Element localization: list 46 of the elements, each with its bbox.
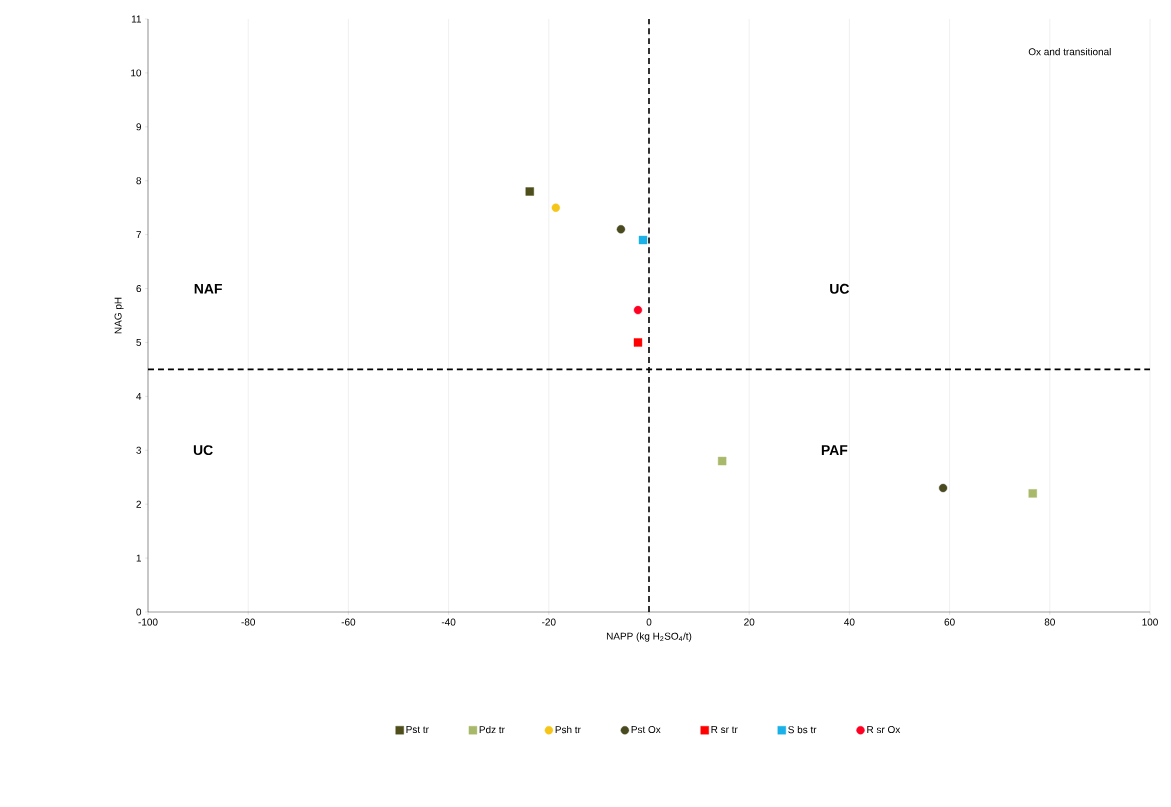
point (633, 305, 643, 315)
legend-label: R sr Ox (867, 726, 901, 734)
y-tick-label: 0 (136, 608, 142, 616)
y-tick-label: 11 (131, 15, 142, 23)
x-tick-label: -60 (341, 618, 356, 626)
x-tick-label: -80 (241, 618, 256, 626)
x-tick-label: 60 (944, 618, 955, 626)
point (1028, 489, 1037, 498)
x-tick-label: -20 (542, 618, 556, 626)
legend-label: S bs tr (788, 725, 817, 734)
x-tick-label: 40 (844, 618, 855, 626)
point (525, 187, 534, 196)
annotation: PAF (821, 445, 848, 455)
legend-label: Pst Ox (631, 726, 661, 734)
y-tick-label: 7 (136, 231, 141, 239)
annotation: UC (193, 445, 213, 456)
y-tick-label: 10 (131, 69, 142, 77)
x-tick-label: 80 (1044, 618, 1055, 626)
y-tick-label: 6 (136, 285, 142, 293)
point (633, 338, 643, 347)
x-tick-label: 0 (646, 618, 652, 626)
x-tick-label: 20 (744, 618, 755, 626)
y-tick-label: 2 (136, 500, 141, 508)
x-axis-title: NAPP (kg H$_{2}$SO$_{4}$/t) (606, 632, 692, 642)
legend-label: Pdz tr (479, 725, 505, 734)
legend-label: R sr tr (711, 726, 738, 734)
y-tick-label: 8 (136, 177, 142, 185)
point (638, 235, 648, 245)
y-tick-label: 3 (136, 446, 142, 454)
annotation: UC (830, 283, 850, 294)
point (717, 456, 727, 466)
point (938, 483, 948, 493)
y-tick-label: 4 (136, 392, 142, 400)
x-tick-label: -100 (138, 618, 158, 626)
x-tick-label: 100 (1142, 618, 1158, 626)
legend-label: Pst tr (406, 726, 429, 734)
x-tick-label: -40 (441, 618, 456, 626)
y-tick-label: 5 (136, 338, 142, 346)
annotation: NAF (194, 284, 222, 294)
y-tick-label: 9 (136, 123, 142, 131)
y-axis-title: NAG pH (114, 297, 124, 334)
point (551, 203, 560, 212)
point (616, 225, 626, 234)
y-tick-label: 1 (136, 554, 142, 562)
legend-label: Psh tr (555, 725, 581, 734)
annotation: Ox and transitional (1028, 47, 1111, 56)
